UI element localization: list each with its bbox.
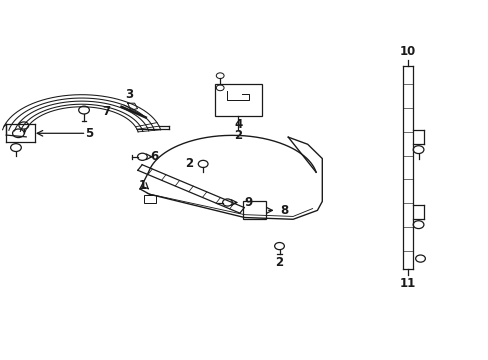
Bar [143,195,155,203]
Text: 3: 3 [124,89,133,102]
Text: 2: 2 [185,157,193,170]
Text: 5: 5 [84,127,93,140]
Text: 10: 10 [399,45,415,58]
Text: 11: 11 [399,277,415,290]
Text: 9: 9 [244,196,252,209]
Bar [242,202,265,219]
Text: 8: 8 [279,204,287,217]
Text: 1: 1 [138,179,146,192]
Text: 2: 2 [275,256,283,269]
Bar [215,84,261,116]
Text: 6: 6 [150,150,158,163]
Text: 7: 7 [102,105,110,118]
Text: 4: 4 [234,118,242,131]
Text: 2: 2 [234,129,242,142]
